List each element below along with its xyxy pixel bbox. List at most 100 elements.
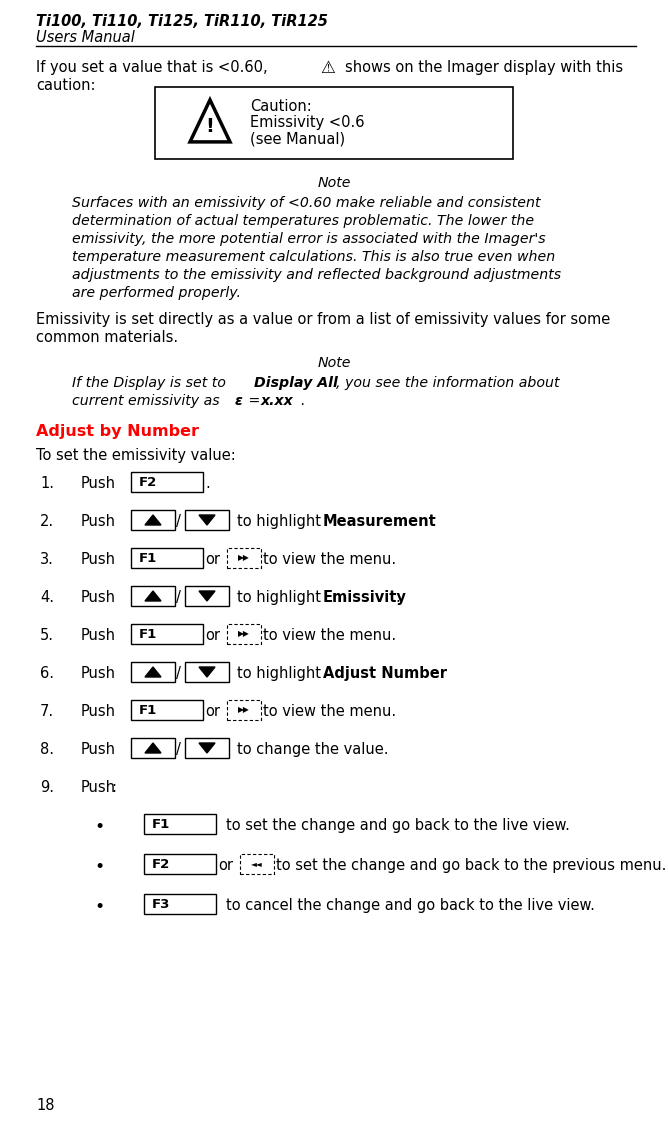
Text: •: • [94,898,104,916]
Text: to set the change and go back to the live view.: to set the change and go back to the liv… [226,819,570,833]
Text: F2: F2 [139,475,157,489]
Text: ◄◄: ◄◄ [251,859,263,868]
Text: Caution:: Caution: [250,99,312,114]
Text: adjustments to the emissivity and reflected background adjustments: adjustments to the emissivity and reflec… [72,268,561,282]
FancyBboxPatch shape [185,738,229,758]
Text: to cancel the change and go back to the live view.: to cancel the change and go back to the … [226,898,595,913]
Text: to view the menu.: to view the menu. [263,552,396,567]
Text: ▶▶: ▶▶ [238,630,250,639]
FancyBboxPatch shape [144,814,216,834]
Text: temperature measurement calculations. This is also true even when: temperature measurement calculations. Th… [72,250,555,264]
Text: F3: F3 [152,898,170,910]
Text: ▶▶: ▶▶ [238,706,250,715]
Text: determination of actual temperatures problematic. The lower the: determination of actual temperatures pro… [72,215,534,228]
FancyBboxPatch shape [185,510,229,530]
Text: Measurement: Measurement [323,514,437,530]
Text: Note: Note [317,176,351,190]
FancyBboxPatch shape [131,738,175,758]
Text: To set the emissivity value:: To set the emissivity value: [36,448,236,463]
Text: to change the value.: to change the value. [237,742,389,758]
Text: F1: F1 [139,551,157,564]
Text: •: • [94,858,104,876]
FancyBboxPatch shape [144,894,216,914]
Text: current emissivity as: current emissivity as [72,394,224,408]
Polygon shape [199,667,215,677]
Text: 18: 18 [36,1099,55,1113]
Text: .: . [411,514,415,530]
FancyBboxPatch shape [185,662,229,682]
FancyBboxPatch shape [131,510,175,530]
Text: 2.: 2. [40,514,54,530]
Polygon shape [199,743,215,753]
Text: Push: Push [81,514,116,530]
Text: Push: Push [81,742,116,758]
Text: or: or [205,552,220,567]
Polygon shape [190,99,230,142]
Polygon shape [145,515,161,525]
Polygon shape [145,590,161,601]
Text: 9.: 9. [40,780,54,795]
FancyBboxPatch shape [131,624,203,644]
Text: If the Display is set to: If the Display is set to [72,376,230,390]
Text: Note: Note [317,356,351,370]
Text: /: / [176,590,181,605]
Text: /: / [176,742,181,758]
Text: or: or [205,628,220,644]
Text: Push: Push [81,704,116,719]
Text: , you see the information about: , you see the information about [336,376,560,390]
Text: 1.: 1. [40,476,54,491]
Text: to view the menu.: to view the menu. [263,704,396,719]
Text: or: or [218,858,233,873]
Text: Push: Push [81,552,116,567]
Text: .: . [205,476,210,491]
Text: to highlight: to highlight [237,514,325,530]
Text: Adjust Number: Adjust Number [323,666,447,681]
Text: common materials.: common materials. [36,330,178,345]
FancyBboxPatch shape [131,586,175,606]
Text: F2: F2 [152,858,170,870]
Text: 5.: 5. [40,628,54,644]
FancyBboxPatch shape [227,624,261,644]
Polygon shape [145,743,161,753]
FancyBboxPatch shape [131,548,203,568]
FancyBboxPatch shape [227,548,261,568]
Text: ⚠: ⚠ [320,59,335,77]
Text: :: : [111,780,116,795]
Text: Emissivity is set directly as a value or from a list of emissivity values for so: Emissivity is set directly as a value or… [36,312,611,327]
Text: Adjust by Number: Adjust by Number [36,425,199,439]
Text: to view the menu.: to view the menu. [263,628,396,644]
Text: .: . [395,590,399,605]
Text: 6.: 6. [40,666,54,681]
Text: 4.: 4. [40,590,54,605]
Text: Push: Push [81,628,116,644]
Text: Emissivity: Emissivity [323,590,407,605]
Text: F1: F1 [139,703,157,717]
Text: Users Manual: Users Manual [36,30,135,45]
Polygon shape [199,590,215,601]
Text: caution:: caution: [36,78,96,93]
Text: ▶▶: ▶▶ [238,553,250,562]
Text: •: • [94,819,104,835]
Text: 3.: 3. [40,552,54,567]
FancyBboxPatch shape [131,700,203,720]
Text: Push: Push [81,590,116,605]
Text: /: / [176,666,181,681]
FancyBboxPatch shape [155,87,513,159]
Text: to set the change and go back to the previous menu.: to set the change and go back to the pre… [276,858,667,873]
FancyBboxPatch shape [131,662,175,682]
FancyBboxPatch shape [227,700,261,720]
Text: Surfaces with an emissivity of <0.60 make reliable and consistent: Surfaces with an emissivity of <0.60 mak… [72,196,540,210]
FancyBboxPatch shape [131,472,203,492]
Polygon shape [145,667,161,677]
Text: 7.: 7. [40,704,54,719]
Text: x.xx: x.xx [261,394,294,408]
Text: F1: F1 [152,817,170,831]
Text: are performed properly.: are performed properly. [72,286,241,300]
Text: 8.: 8. [40,742,54,758]
Text: =: = [244,394,265,408]
Text: or: or [205,704,220,719]
Text: Display All: Display All [254,376,338,390]
FancyBboxPatch shape [240,854,274,874]
Polygon shape [199,515,215,525]
Text: If you set a value that is <0.60,: If you set a value that is <0.60, [36,60,268,75]
